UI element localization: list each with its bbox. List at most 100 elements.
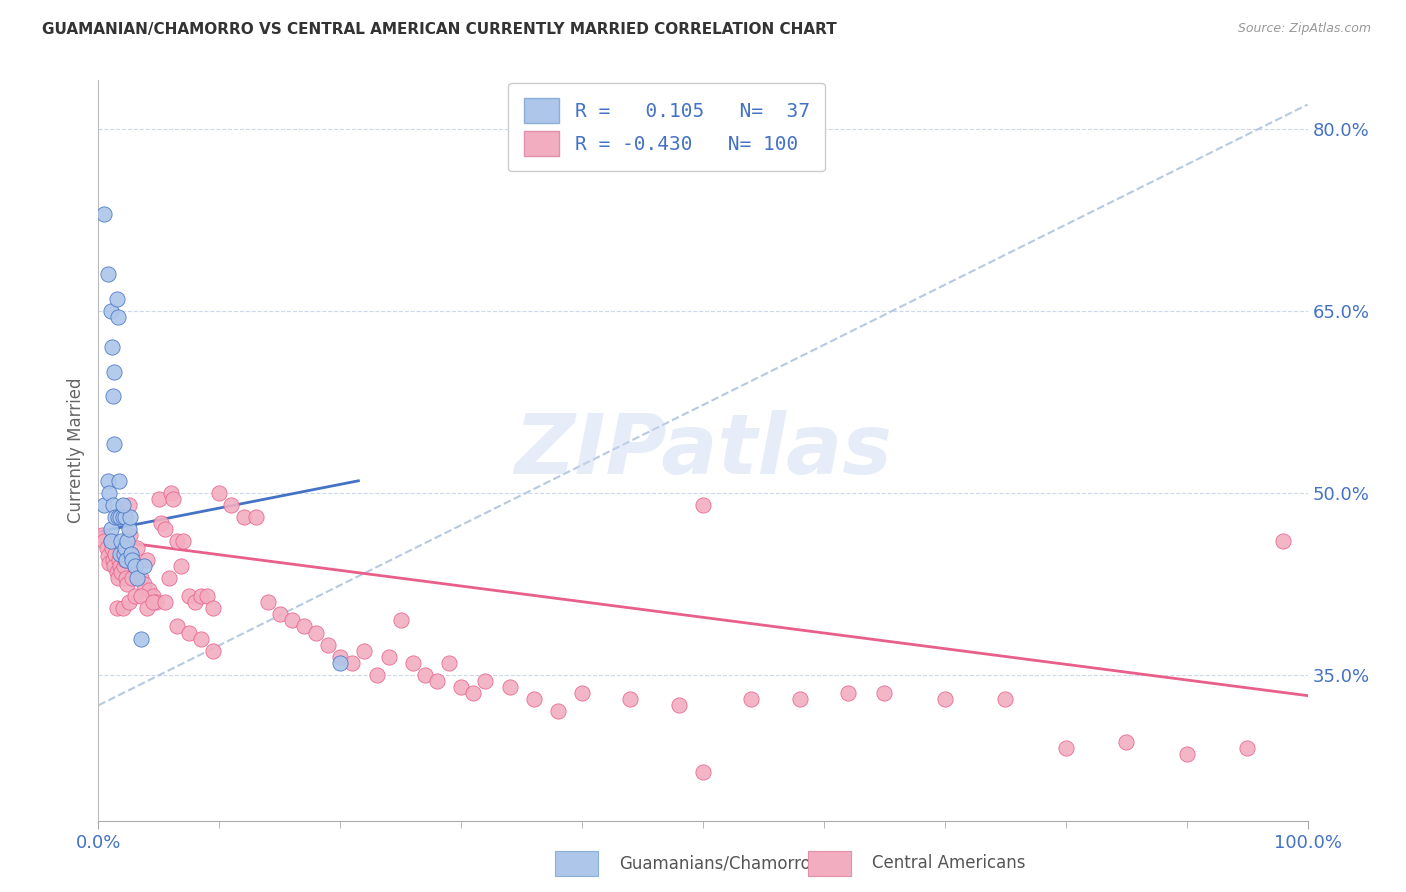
Point [97,474,120,488]
Point [153,595,176,609]
Point [305,625,328,640]
Point [105,565,128,579]
Point [292,619,315,633]
Point [366,668,388,682]
Point [740,692,762,706]
Point [413,668,436,682]
Point [619,692,641,706]
Point [124,558,146,573]
Point [129,632,152,646]
Point [138,582,160,597]
Point [104,547,127,561]
Point [1272,534,1295,549]
Point [450,680,472,694]
Point [121,571,143,585]
Point [121,552,143,566]
Point [329,656,352,670]
Text: GUAMANIAN/CHAMORRO VS CENTRAL AMERICAN CURRENTLY MARRIED CORRELATION CHART: GUAMANIAN/CHAMORRO VS CENTRAL AMERICAN C… [42,22,837,37]
Point [100,534,122,549]
Point [101,552,124,566]
Point [172,534,194,549]
Point [1236,740,1258,755]
Point [256,595,278,609]
Point [169,558,191,573]
Point [101,498,124,512]
Point [692,765,714,780]
Text: Central Americans: Central Americans [872,855,1025,872]
Point [118,595,141,609]
Point [1054,740,1077,755]
Point [108,558,131,573]
Point [100,522,122,536]
Point [118,498,141,512]
Point [245,510,267,524]
Point [98,486,121,500]
Point [269,607,291,622]
Point [353,644,375,658]
Point [97,268,120,282]
Point [162,491,184,506]
Point [101,389,124,403]
Point [98,557,121,571]
Point [96,541,118,555]
Point [97,549,120,563]
Point [117,534,139,549]
Point [107,510,129,524]
Point [547,705,569,719]
Point [103,365,125,379]
Text: ZIPatlas: ZIPatlas [515,410,891,491]
Point [134,558,156,573]
Point [100,534,122,549]
Point [153,522,176,536]
Point [120,547,142,561]
Point [463,686,485,700]
Point [195,589,218,603]
Point [316,638,339,652]
Point [111,498,134,512]
Point [166,534,188,549]
Point [377,649,399,664]
Point [105,601,128,615]
Point [129,571,152,585]
Point [115,571,138,585]
Point [232,510,254,524]
Text: Guamanians/Chamorros: Guamanians/Chamorros [619,855,820,872]
Point [93,534,115,549]
Point [107,310,129,324]
Point [100,340,122,354]
Point [389,613,412,627]
Point [124,558,146,573]
Point [129,589,152,603]
Point [523,692,546,706]
Point [108,474,131,488]
Point [789,692,811,706]
Point [179,589,201,603]
Point [142,589,165,603]
Point [994,692,1017,706]
Point [281,613,304,627]
Point [426,674,449,689]
Text: Source: ZipAtlas.com: Source: ZipAtlas.com [1237,22,1371,36]
Point [221,498,243,512]
Point [1175,747,1198,761]
Point [93,498,115,512]
Point [112,558,135,573]
Point [108,552,131,566]
Point [100,304,122,318]
Point [118,528,141,542]
Point [202,644,225,658]
Point [184,595,207,609]
Point [120,547,142,561]
Point [437,656,460,670]
Point [142,595,165,609]
Point [157,571,180,585]
Point [402,656,425,670]
Point [179,625,201,640]
Point [202,601,225,615]
Point [190,632,212,646]
Point [108,547,131,561]
Legend: R =   0.105   N=  37, R = -0.430   N= 100: R = 0.105 N= 37, R = -0.430 N= 100 [509,83,825,171]
Point [208,486,231,500]
Point [873,686,896,700]
Point [934,692,956,706]
